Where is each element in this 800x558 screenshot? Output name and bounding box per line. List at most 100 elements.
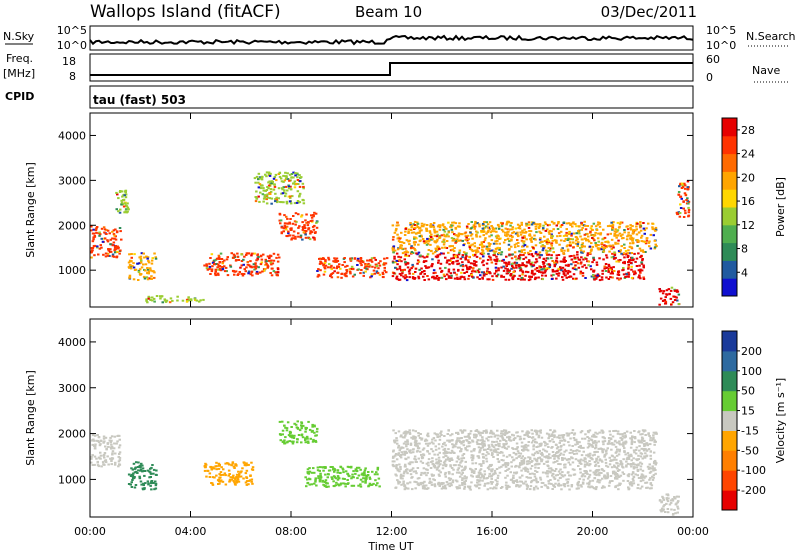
data-cell xyxy=(609,463,612,465)
data-cell xyxy=(354,473,357,475)
data-cell xyxy=(637,487,640,489)
data-cell xyxy=(405,445,408,447)
data-cell xyxy=(474,226,477,228)
data-cell xyxy=(461,460,464,462)
data-cell xyxy=(505,262,508,264)
data-region xyxy=(304,466,381,488)
data-cell xyxy=(463,444,466,446)
data-cell xyxy=(511,228,514,230)
data-cell xyxy=(100,244,103,246)
data-cell xyxy=(568,276,571,278)
data-cell xyxy=(300,216,303,218)
data-cell xyxy=(549,471,552,473)
data-cell xyxy=(514,256,517,258)
data-cell xyxy=(420,454,423,456)
data-cell xyxy=(662,300,665,302)
data-cell xyxy=(543,258,546,260)
data-cell xyxy=(464,436,467,438)
data-cell xyxy=(576,232,579,234)
data-cell xyxy=(115,192,118,194)
data-cell xyxy=(516,481,519,483)
data-cell xyxy=(687,207,690,209)
data-cell xyxy=(250,481,253,483)
data-cell xyxy=(323,264,326,266)
data-cell xyxy=(423,279,426,281)
data-cell xyxy=(130,467,133,469)
data-cell xyxy=(484,239,487,241)
data-cell xyxy=(487,439,490,441)
data-cell xyxy=(105,459,108,461)
data-cell xyxy=(521,254,524,256)
data-region xyxy=(392,429,658,491)
data-cell xyxy=(501,459,504,461)
data-cell xyxy=(638,430,641,432)
data-cell xyxy=(617,433,620,435)
data-cell xyxy=(459,250,462,252)
nsky-tick-bottom: 10^0 xyxy=(57,39,87,52)
data-cell xyxy=(106,239,109,241)
data-cell xyxy=(511,232,514,234)
data-cell xyxy=(213,263,216,265)
data-cell xyxy=(297,236,300,238)
data-cell xyxy=(312,214,315,216)
data-cell xyxy=(325,482,328,484)
data-cell xyxy=(512,448,515,450)
data-cell xyxy=(543,456,546,458)
data-cell xyxy=(562,279,565,281)
data-cell xyxy=(477,439,480,441)
data-cell xyxy=(683,183,686,185)
data-cell xyxy=(102,455,105,457)
data-cell xyxy=(245,472,248,474)
data-cell xyxy=(604,245,607,247)
data-cell xyxy=(556,235,559,237)
data-cell xyxy=(279,222,282,224)
data-cell xyxy=(293,437,296,439)
data-cell xyxy=(131,257,134,259)
data-cell xyxy=(457,456,460,458)
data-cell xyxy=(595,278,598,280)
data-cell xyxy=(584,433,587,435)
data-cell xyxy=(153,301,156,303)
data-cell xyxy=(502,439,505,441)
data-cell xyxy=(446,260,449,262)
data-cell xyxy=(648,448,651,450)
data-cell xyxy=(584,475,587,477)
data-cell xyxy=(378,262,381,264)
data-cell xyxy=(582,447,585,449)
data-cell xyxy=(552,451,555,453)
data-cell xyxy=(405,228,408,230)
data-cell xyxy=(521,246,524,248)
data-cell xyxy=(140,261,143,263)
data-cell xyxy=(232,461,235,463)
data-cell xyxy=(442,253,445,255)
data-cell xyxy=(489,221,492,223)
data-cell xyxy=(433,278,436,280)
data-cell xyxy=(443,435,446,437)
data-cell xyxy=(591,261,594,263)
data-cell xyxy=(287,231,290,233)
data-cell xyxy=(460,258,463,260)
data-cell xyxy=(119,227,122,229)
data-cell xyxy=(426,275,429,277)
data-cell xyxy=(515,484,518,486)
data-cell xyxy=(534,441,537,443)
data-cell xyxy=(643,450,646,452)
data-cell xyxy=(273,253,276,255)
data-cell xyxy=(638,274,641,276)
data-cell xyxy=(394,232,397,234)
data-cell xyxy=(413,481,416,483)
data-cell xyxy=(643,440,646,442)
data-cell xyxy=(521,237,524,239)
data-cell xyxy=(627,249,630,251)
data-cell xyxy=(453,250,456,252)
data-cell xyxy=(407,443,410,445)
data-cell xyxy=(558,437,561,439)
data-cell xyxy=(310,214,313,216)
data-cell xyxy=(545,230,548,232)
data-cell xyxy=(550,257,553,259)
data-region xyxy=(392,221,658,254)
data-cell xyxy=(563,222,566,224)
data-cell xyxy=(435,445,438,447)
data-cell xyxy=(456,439,459,441)
data-cell xyxy=(622,441,625,443)
